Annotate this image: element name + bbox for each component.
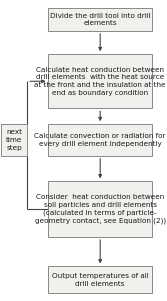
Bar	[48, 266, 152, 293]
Text: Divide the drill tool into drill
elements: Divide the drill tool into drill element…	[50, 13, 151, 26]
Bar	[48, 54, 152, 108]
Text: Output temperatures of all
drill elements: Output temperatures of all drill element…	[52, 273, 149, 287]
Text: Calculate heat conduction between
drill elements  with the heat source
at the fr: Calculate heat conduction between drill …	[34, 67, 166, 96]
Text: Calculate convection or radiation for
every drill element independently: Calculate convection or radiation for ev…	[34, 133, 166, 147]
Bar	[48, 181, 152, 237]
Text: next
time
step: next time step	[6, 129, 22, 151]
Bar	[48, 8, 152, 31]
Text: Consider  heat conduction between
soil particles and drill elements
(calculated : Consider heat conduction between soil pa…	[35, 194, 166, 224]
Bar	[48, 124, 152, 156]
Bar	[1, 124, 27, 156]
